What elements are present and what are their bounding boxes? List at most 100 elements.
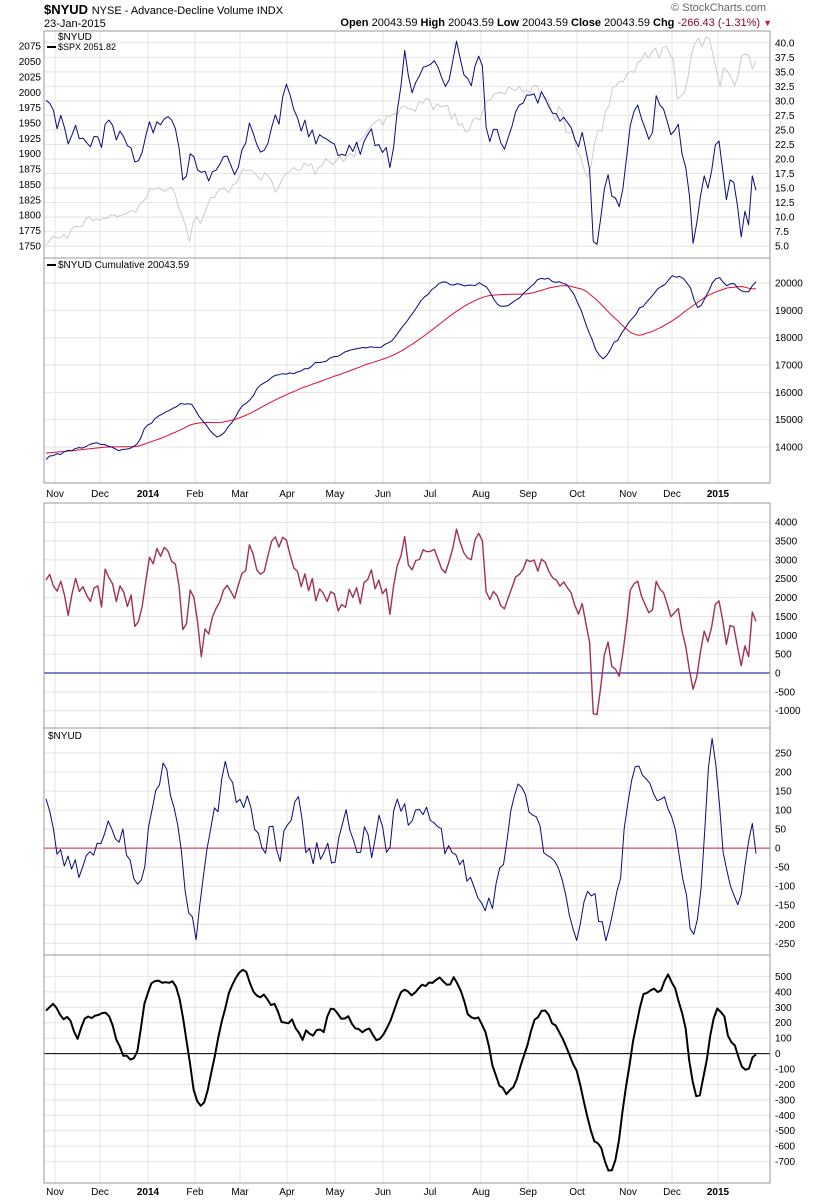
y-tick-label-0r-7: 22.5 [775, 140, 795, 151]
y-tick-label-2-6: 1000 [775, 631, 798, 642]
y-left-tick-label-0: 2075 [19, 42, 42, 53]
x-tick-label-top-6: May [326, 489, 345, 500]
y-tick-label-3-2: 150 [775, 787, 792, 798]
y-tick-label-2-0: 4000 [775, 518, 798, 529]
y-left-tick-label-7: 1900 [19, 149, 42, 160]
series-line-spx [45, 36, 757, 246]
y-tick-label-4-10: -500 [775, 1126, 795, 1137]
high-label: High [420, 17, 445, 29]
x-tick-label-bottom-11: Oct [569, 1187, 585, 1198]
y-tick-label-0r-4: 30.0 [775, 96, 795, 107]
y-tick-label-2-2: 3000 [775, 555, 798, 566]
y-tick-label-3-1: 200 [775, 768, 792, 779]
y-tick-label-0r-1: 37.5 [775, 53, 795, 64]
x-tick-label-top-10: Sep [519, 489, 537, 500]
y-tick-label-3-4: 50 [775, 825, 787, 836]
y-tick-label-0r-13: 7.5 [775, 227, 789, 238]
y-left-tick-label-3: 2000 [19, 88, 42, 99]
y-tick-label-3-7: -100 [775, 882, 795, 893]
y-tick-label-2-1: 3500 [775, 537, 798, 548]
y-left-tick-label-8: 1875 [19, 165, 42, 176]
y-tick-label-1-2: 18000 [775, 333, 803, 344]
x-tick-label-bottom-13: Dec [663, 1187, 681, 1198]
y-tick-label-4-7: -200 [775, 1080, 795, 1091]
legend-label-1-0: $NYUD Cumulative 20043.59 [58, 260, 190, 271]
y-tick-label-4-2: 300 [775, 1003, 792, 1014]
y-tick-label-3-5: 0 [775, 844, 781, 855]
x-tick-label-top-9: Aug [472, 489, 490, 500]
y-left-tick-label-1: 2050 [19, 57, 42, 68]
y-left-tick-label-10: 1825 [19, 195, 42, 206]
y-tick-label-1-6: 14000 [775, 442, 803, 453]
ohlc-bar: Open 20043.59 High 20043.59 Low 20043.59… [340, 17, 772, 29]
y-tick-label-4-9: -400 [775, 1111, 795, 1122]
series-line-panel-2 [45, 528, 757, 716]
y-tick-label-1-4: 16000 [775, 388, 803, 399]
y-tick-label-1-1: 19000 [775, 306, 803, 317]
y-tick-label-0r-0: 40.0 [775, 38, 795, 49]
x-tick-label-top-3: Feb [186, 489, 204, 500]
y-tick-label-0r-12: 10.0 [775, 213, 795, 224]
close-value: 20043.59 [604, 17, 650, 29]
y-tick-label-3-10: -250 [775, 939, 795, 950]
panel-frame-1 [43, 257, 771, 484]
x-tick-label-bottom-0: Nov [46, 1187, 64, 1198]
x-tick-label-top-7: Jun [375, 489, 391, 500]
legend-label-0-0: $NYUD [58, 32, 92, 43]
y-tick-label-4-8: -300 [775, 1095, 795, 1106]
y-tick-label-2-8: 0 [775, 668, 781, 679]
y-tick-label-3-9: -200 [775, 920, 795, 931]
y-tick-label-3-3: 100 [775, 806, 792, 817]
x-tick-label-bottom-9: Aug [472, 1187, 490, 1198]
y-tick-label-3-0: 250 [775, 749, 792, 760]
panel-frame-4 [43, 954, 771, 1184]
low-value: 20043.59 [522, 17, 568, 29]
y-tick-label-2-3: 2500 [775, 574, 798, 585]
chg-value: -266.43 (-1.31%) [677, 17, 761, 29]
x-tick-label-top-14: 2015 [707, 489, 730, 500]
x-tick-label-top-12: Nov [619, 489, 637, 500]
x-tick-label-bottom-6: May [326, 1187, 345, 1198]
x-tick-label-bottom-3: Feb [186, 1187, 204, 1198]
low-label: Low [497, 17, 520, 29]
y-tick-label-2-10: -1000 [775, 706, 801, 717]
y-left-tick-label-4: 1975 [19, 103, 42, 114]
y-tick-label-0r-14: 5.0 [775, 242, 789, 253]
x-tick-label-bottom-12: Nov [619, 1187, 637, 1198]
panel-frame-2 [43, 502, 771, 729]
x-tick-label-top-0: Nov [46, 489, 64, 500]
y-tick-label-0r-6: 25.0 [775, 125, 795, 136]
y-left-tick-label-11: 1800 [19, 211, 42, 222]
x-tick-label-bottom-1: Dec [91, 1187, 109, 1198]
series-line-nyud [45, 40, 757, 245]
symbol-description: NYSE - Advance-Decline Volume INDX [91, 5, 284, 17]
y-tick-label-1-0: 20000 [775, 279, 803, 290]
y-tick-label-1-5: 15000 [775, 415, 803, 426]
y-tick-label-2-9: -500 [775, 687, 795, 698]
high-value: 20043.59 [448, 17, 494, 29]
y-tick-label-2-7: 500 [775, 650, 792, 661]
y-left-tick-label-12: 1775 [19, 226, 42, 237]
y-tick-label-3-8: -150 [775, 901, 795, 912]
y-tick-label-2-4: 2000 [775, 593, 798, 604]
legend-label-0-1: $SPX 2051.82 [58, 42, 116, 52]
x-tick-label-top-4: Mar [231, 489, 249, 500]
x-tick-label-top-1: Dec [91, 489, 109, 500]
y-tick-label-4-0: 500 [775, 972, 792, 983]
y-tick-label-0r-3: 32.5 [775, 82, 795, 93]
y-tick-label-4-1: 400 [775, 987, 792, 998]
x-tick-label-bottom-7: Jun [375, 1187, 391, 1198]
y-tick-label-0r-5: 27.5 [775, 111, 795, 122]
close-label: Close [571, 17, 601, 29]
down-triangle-icon: ▼ [763, 18, 772, 28]
x-tick-label-bottom-8: Jul [424, 1187, 437, 1198]
chart-title: $NYUD NYSE - Advance-Decline Volume INDX [44, 2, 283, 17]
y-tick-label-1-3: 17000 [775, 361, 803, 372]
series-line-cumulative [45, 275, 757, 460]
y-tick-label-4-4: 100 [775, 1034, 792, 1045]
open-value: 20043.59 [371, 17, 418, 29]
brand-logo: © StockCharts.com [671, 2, 766, 14]
y-left-tick-label-2: 2025 [19, 72, 42, 83]
x-tick-label-bottom-5: Apr [279, 1187, 295, 1198]
